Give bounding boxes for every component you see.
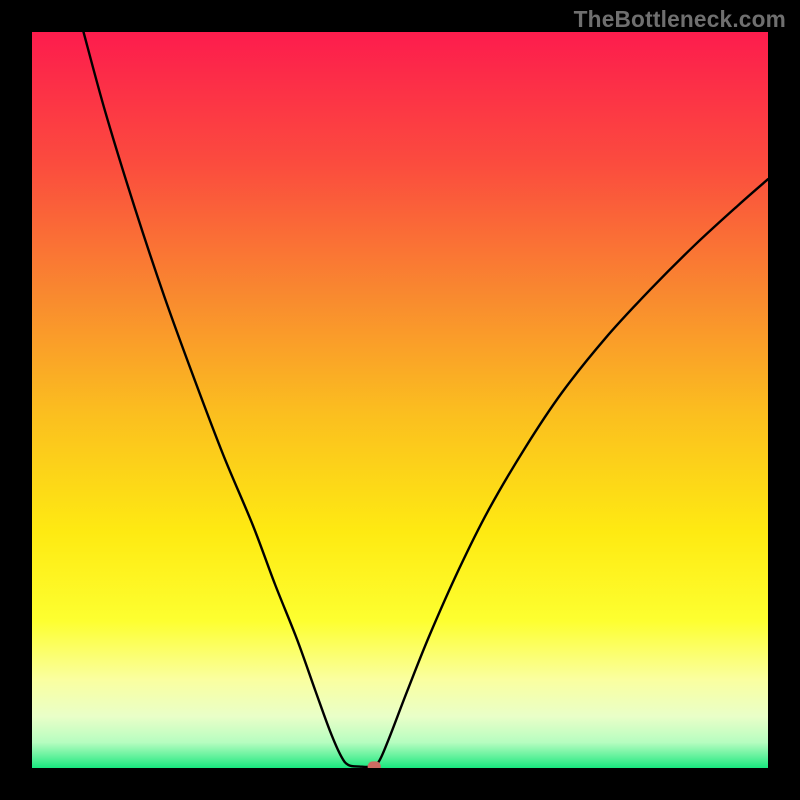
bottleneck-curve-plot: [0, 0, 800, 800]
watermark-text: TheBottleneck.com: [574, 6, 786, 33]
plot-background-gradient: [32, 32, 768, 768]
chart-frame: TheBottleneck.com: [0, 0, 800, 800]
